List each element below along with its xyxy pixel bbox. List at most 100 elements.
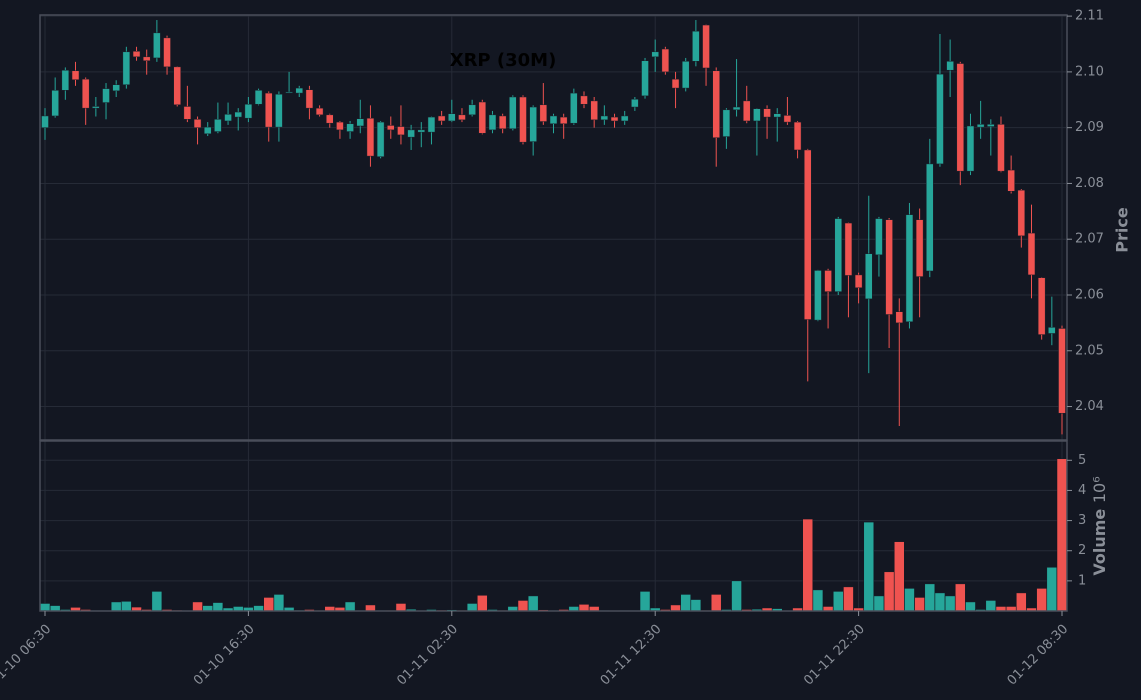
volume-bar [690, 599, 702, 612]
volume-bar [1056, 458, 1068, 612]
candle-body [407, 129, 415, 138]
volume-bar [192, 601, 203, 612]
candle-body [1027, 232, 1036, 276]
candle-body [773, 113, 781, 118]
candle-body [865, 253, 873, 300]
candle-body [163, 37, 171, 68]
candle-body [814, 270, 822, 321]
candle-body [234, 111, 242, 118]
candle-body [458, 114, 466, 121]
candle-body [763, 108, 771, 118]
volume-label: Volume [1090, 509, 1109, 576]
volume-bar [914, 597, 925, 612]
candle-body [1037, 277, 1046, 335]
candle-body [966, 125, 975, 172]
candle-body [71, 70, 80, 80]
candle-body [1017, 189, 1026, 237]
volume-bar [965, 601, 976, 612]
volume-bar [263, 597, 274, 612]
volume-bar [395, 603, 407, 612]
candle-body [875, 218, 883, 256]
volume-bar [863, 521, 875, 612]
volume-bar [527, 595, 539, 612]
volume-bar [812, 589, 824, 612]
candle-body [102, 88, 110, 103]
candle-body [315, 107, 324, 116]
candle-body [610, 116, 619, 122]
volume-bar [802, 518, 813, 612]
candle-body [661, 48, 670, 73]
volume-bar [110, 601, 122, 612]
candle-body [488, 114, 497, 131]
candle-body [702, 24, 710, 69]
y-tick-label: 5 [1078, 453, 1086, 468]
volume-bar [639, 591, 651, 612]
candle-body [153, 32, 161, 59]
candle-body [132, 51, 141, 58]
candle-body [478, 101, 487, 134]
price-panel [39, 14, 1068, 441]
candle-body [336, 121, 344, 131]
y-tick-label: 2.09 [1075, 120, 1104, 135]
candle-body [987, 124, 995, 127]
volume-bar [39, 603, 51, 612]
volume-bar [894, 541, 905, 612]
volume-bar [365, 604, 376, 612]
volume-bar [985, 600, 997, 612]
candle-body [254, 90, 263, 105]
volume-bar [670, 604, 681, 612]
candle-body [976, 124, 985, 128]
candle-body [671, 78, 680, 89]
candle-body [1048, 327, 1056, 334]
y-tick-label: 2.10 [1075, 64, 1104, 79]
candle-body [366, 117, 375, 157]
candle-body [956, 63, 965, 172]
candle-body [681, 61, 690, 89]
y-tick-label: 2.05 [1075, 343, 1104, 358]
candle-body [326, 114, 334, 124]
candle-body [712, 70, 720, 138]
candle-body [600, 115, 609, 121]
y-tick-label: 2.04 [1075, 399, 1104, 414]
marks-layer [39, 20, 1068, 612]
y-tick-label: 2.08 [1075, 176, 1104, 191]
candle-body [997, 124, 1005, 172]
candle-body [539, 104, 548, 122]
candle-body [519, 96, 527, 143]
candle-body [926, 163, 934, 272]
candle-body [834, 218, 843, 292]
candle-body [275, 93, 283, 128]
y-tick-label: 4 [1078, 483, 1086, 498]
candle-body [387, 125, 395, 131]
volume-bar [49, 605, 61, 612]
volume-axis-label: Volume 10⁶ [1090, 476, 1109, 575]
candle-body [468, 104, 476, 116]
y-tick-label: 2.07 [1075, 232, 1104, 247]
candle-body [173, 66, 181, 106]
volume-bar [212, 602, 224, 612]
candle-body [570, 92, 578, 124]
candle-body [417, 129, 426, 133]
volume-panel [39, 440, 1068, 612]
candle-body [915, 219, 924, 277]
volume-bar [904, 588, 915, 612]
candle-body [214, 119, 222, 132]
volume-bar [833, 591, 844, 612]
candle-body [61, 69, 70, 91]
y-tick-label: 2 [1078, 543, 1086, 558]
candle-body [224, 114, 232, 122]
chart-title: XRP (30M) [450, 50, 557, 71]
candle-body [804, 149, 812, 320]
candle-body [498, 115, 507, 130]
candle-body [244, 103, 253, 119]
candle-body [641, 60, 649, 97]
volume-bar [121, 601, 132, 612]
candle-body [183, 106, 192, 120]
candle-body [844, 222, 853, 276]
candle-body [346, 123, 354, 132]
candle-body [824, 270, 832, 292]
candle-body [51, 90, 59, 117]
candle-body [753, 108, 761, 122]
candle-body [437, 115, 446, 122]
candle-body [783, 115, 792, 123]
